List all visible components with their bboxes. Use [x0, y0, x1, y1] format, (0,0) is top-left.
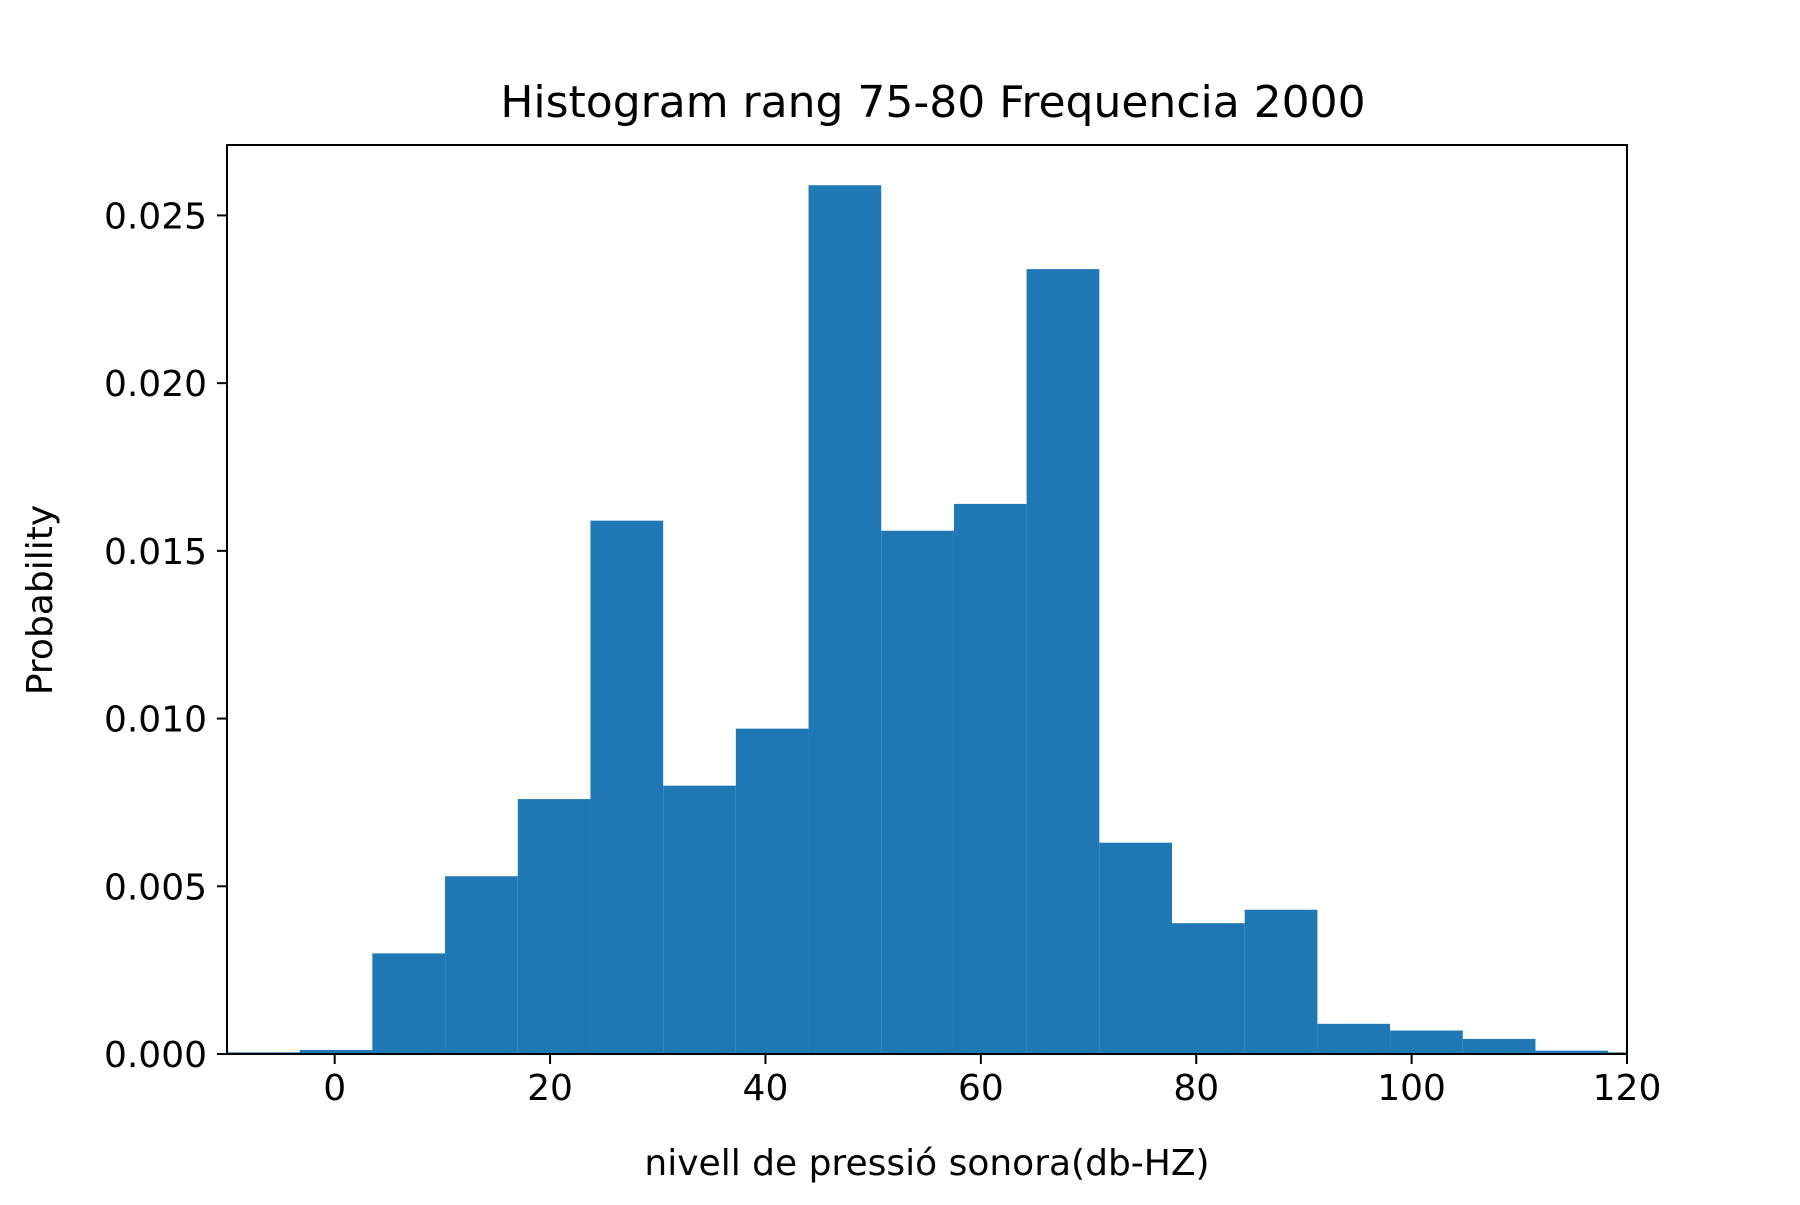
histogram-bar — [590, 520, 664, 1054]
histogram-bar — [881, 530, 954, 1054]
x-tick-label: 60 — [958, 1068, 1004, 1109]
x-tick-label: 40 — [743, 1068, 789, 1109]
x-axis-label: nivell de pressió sonora(db-HZ) — [644, 1143, 1209, 1184]
y-tick-label: 0.000 — [104, 1035, 207, 1076]
histogram-bar — [372, 953, 446, 1054]
histogram-bar — [1390, 1030, 1463, 1054]
x-tick-label: 120 — [1593, 1068, 1662, 1109]
histogram-bar — [735, 728, 809, 1054]
x-tick-label: 80 — [1173, 1068, 1219, 1109]
histogram-bar — [1026, 269, 1100, 1054]
x-tick-label: 0 — [323, 1068, 346, 1109]
histogram-bar — [1462, 1038, 1536, 1054]
y-tick-label: 0.025 — [104, 196, 207, 237]
plot-frame — [226, 144, 1628, 1055]
histogram-bars — [227, 185, 1627, 1054]
histogram-bar — [1244, 909, 1318, 1054]
histogram-bar — [299, 1049, 373, 1054]
y-tick-label: 0.020 — [104, 364, 207, 405]
histogram-bar — [1172, 923, 1245, 1054]
y-tick-label: 0.005 — [104, 867, 207, 908]
y-tick-label: 0.015 — [104, 532, 207, 573]
chart-title: Histogram rang 75-80 Frequencia 2000 — [500, 77, 1365, 128]
histogram-bar — [808, 185, 882, 1054]
histogram-bar — [517, 799, 591, 1054]
histogram-bar — [953, 503, 1027, 1054]
histogram-bar — [1317, 1023, 1391, 1054]
histogram-bar — [663, 785, 736, 1054]
x-tick-label: 100 — [1377, 1068, 1446, 1109]
y-tick-label: 0.010 — [104, 700, 207, 741]
histogram-bar — [1535, 1050, 1609, 1054]
y-axis-label: Probability — [20, 505, 61, 695]
x-tick-label: 20 — [527, 1068, 573, 1109]
histogram-bar — [1099, 842, 1172, 1054]
x-axis-ticks: 0 20 40 60 80 100 120 — [323, 1054, 1661, 1109]
y-axis-ticks: 0.000 0.005 0.010 0.015 0.020 0.025 — [104, 196, 227, 1076]
histogram-bar — [445, 876, 518, 1054]
